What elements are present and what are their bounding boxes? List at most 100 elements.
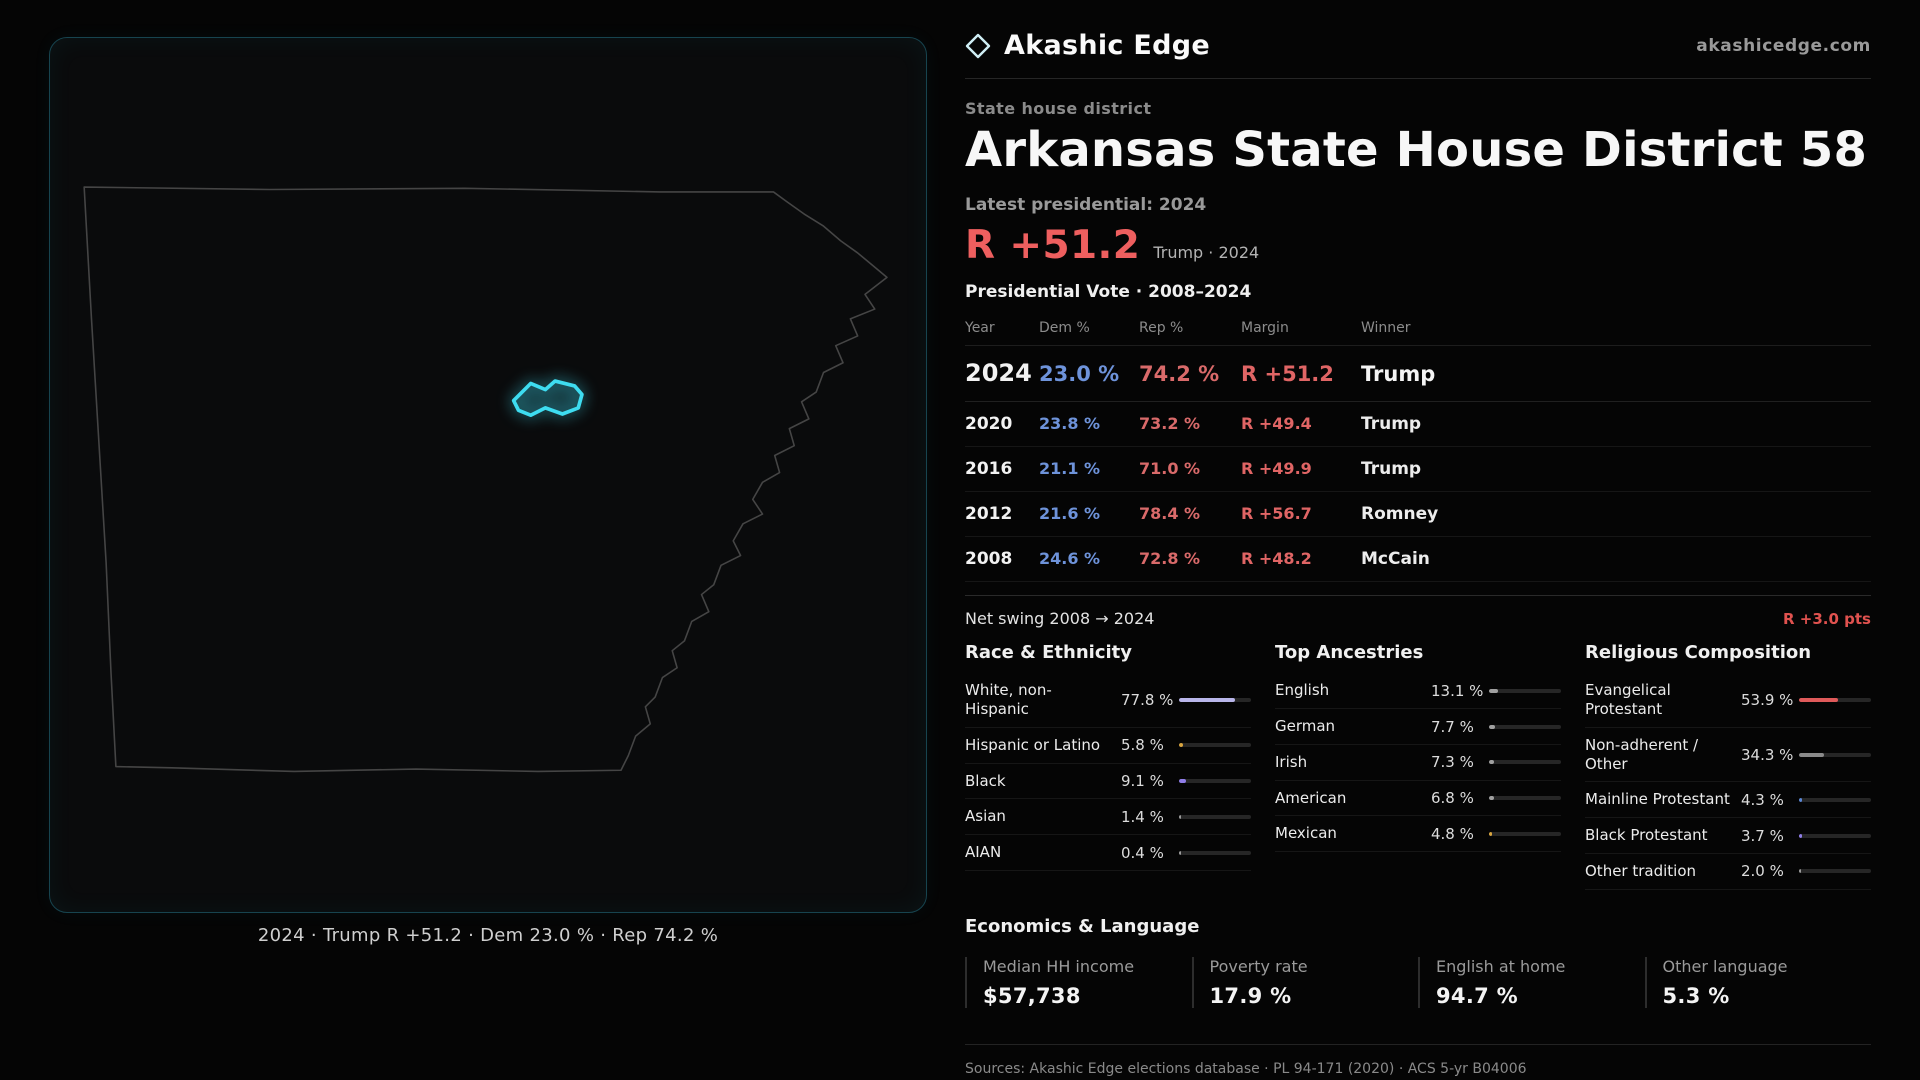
demo-value: 6.8 %: [1431, 789, 1474, 808]
demo-label: AIAN: [965, 843, 1002, 862]
cell-dem: 21.6 %: [1039, 504, 1101, 524]
col-dem: Dem %: [1039, 320, 1090, 337]
brand-header: Akashic Edge akashicedge.com: [965, 30, 1871, 79]
presidential-vote-table: Year Dem % Rep % Margin Winner 2024 23.0…: [965, 312, 1871, 583]
col-margin: Margin: [1241, 320, 1289, 337]
demo-value: 7.7 %: [1431, 717, 1474, 736]
cell-rep: 74.2 %: [1139, 362, 1220, 387]
table-row: 2012 21.6 % 78.4 % R +56.7 Romney: [965, 492, 1871, 538]
demo-label: Non-adherent / Other: [1585, 735, 1699, 773]
race-ethnicity-column: Race & Ethnicity White, non-Hispanic 77.…: [965, 642, 1251, 889]
demo-bar-fill: [1799, 698, 1838, 703]
demo-bar: [1179, 814, 1251, 819]
table-header-row: Year Dem % Rep % Margin Winner: [965, 312, 1871, 347]
cell-margin: R +49.4: [1241, 414, 1312, 434]
demo-label: Mainline Protestant: [1585, 790, 1730, 809]
demo-label: Mexican: [1275, 824, 1337, 843]
cell-margin: R +49.9: [1241, 459, 1312, 479]
demo-bar: [1489, 831, 1561, 836]
cell-dem: 21.1 %: [1039, 459, 1101, 479]
demo-row: Asian 1.4 %: [965, 799, 1251, 836]
map-panel: [49, 37, 927, 913]
section-title: Race & Ethnicity: [965, 642, 1132, 664]
cell-dem: 23.0 %: [1039, 362, 1120, 387]
demographics-section: Race & Ethnicity White, non-Hispanic 77.…: [965, 642, 1871, 890]
economics-title: Economics & Language: [965, 915, 1200, 937]
demo-bar-fill: [1799, 797, 1803, 802]
demo-bar-fill: [1799, 833, 1802, 838]
cell-rep: 73.2 %: [1139, 414, 1201, 434]
cell-winner: Trump: [1361, 414, 1422, 435]
section-title: Religious Composition: [1585, 642, 1812, 664]
demo-bar: [1799, 752, 1871, 757]
table-row: 2008 24.6 % 72.8 % R +48.2 McCain: [965, 537, 1871, 583]
stat-english-at-home: English at home 94.7 %: [1418, 956, 1645, 1008]
demo-bar: [1489, 724, 1561, 729]
demo-value: 2.0 %: [1741, 862, 1784, 881]
brand-name: Akashic Edge: [1004, 30, 1211, 61]
demo-bar-fill: [1489, 760, 1495, 765]
headline-margin: R +51.2 Trump · 2024: [965, 223, 1871, 268]
demo-row: Black Protestant 3.7 %: [1585, 818, 1871, 854]
divider: [965, 1043, 1871, 1045]
demo-bar-fill: [1489, 796, 1494, 801]
demo-bar-fill: [1179, 814, 1181, 819]
demo-row: Mainline Protestant 4.3 %: [1585, 782, 1871, 819]
ancestries-column: Top Ancestries English 13.1 % German 7.7…: [1275, 642, 1561, 889]
stat-value: 94.7 %: [1436, 983, 1518, 1008]
demo-value: 34.3 %: [1741, 745, 1794, 764]
demo-row: Mexican 4.8 %: [1275, 816, 1561, 853]
demo-value: 5.8 %: [1121, 736, 1164, 755]
cell-rep: 71.0 %: [1139, 459, 1201, 479]
demo-bar-fill: [1179, 698, 1236, 703]
cell-winner: Romney: [1361, 504, 1439, 525]
demo-bar-fill: [1489, 724, 1495, 729]
detail-panel: Akashic Edge akashicedge.com State house…: [965, 30, 1871, 1080]
demo-bar-fill: [1489, 688, 1499, 693]
demo-row: Hispanic or Latino 5.8 %: [965, 728, 1251, 764]
cell-margin: R +56.7: [1241, 504, 1312, 524]
col-rep: Rep %: [1139, 320, 1184, 337]
demo-label: American: [1275, 788, 1347, 807]
col-winner: Winner: [1361, 320, 1411, 337]
demo-value: 4.8 %: [1431, 824, 1474, 843]
demo-bar: [1799, 833, 1871, 838]
demo-bar: [1489, 688, 1561, 693]
table-row: 2020 23.8 % 73.2 % R +49.4 Trump: [965, 402, 1871, 448]
demo-bar-fill: [1179, 779, 1186, 784]
map-caption: 2024 · Trump R +51.2 · Dem 23.0 % · Rep …: [257, 925, 719, 946]
demo-bar-fill: [1489, 831, 1493, 836]
cell-rep: 72.8 %: [1139, 549, 1201, 569]
stat-label: English at home: [1436, 956, 1566, 976]
diamond-logo-icon: [965, 33, 991, 59]
demo-row: Other tradition 2.0 %: [1585, 854, 1871, 890]
state-outline: [83, 186, 888, 773]
demo-bar: [1799, 869, 1871, 874]
highlighted-district[interactable]: [511, 379, 584, 418]
stat-median-hh-income: Median HH income $57,738: [965, 956, 1192, 1008]
demo-label: Hispanic or Latino: [965, 735, 1101, 754]
demo-bar-fill: [1179, 850, 1181, 855]
cell-margin: R +51.2: [1241, 362, 1334, 387]
demo-bar: [1799, 698, 1871, 703]
demo-row: Irish 7.3 %: [1275, 745, 1561, 781]
demo-value: 1.4 %: [1121, 807, 1164, 826]
page-title: Arkansas State House District 58: [965, 122, 1868, 178]
stat-other-language: Other language 5.3 %: [1644, 956, 1872, 1008]
margin-value: R +51.2: [965, 223, 1141, 269]
cell-dem: 23.8 %: [1039, 414, 1101, 434]
stat-label: Median HH income: [983, 956, 1135, 976]
table-title: Presidential Vote · 2008–2024: [965, 282, 1252, 303]
demo-bar-fill: [1799, 869, 1801, 874]
brand-site-link[interactable]: akashicedge.com: [1696, 35, 1871, 56]
stat-value: 5.3 %: [1662, 983, 1730, 1008]
net-swing-label: Net swing 2008 → 2024: [965, 609, 1155, 629]
cell-year: 2012: [965, 504, 1013, 525]
demo-bar: [1489, 760, 1561, 765]
table-row: 2024 23.0 % 74.2 % R +51.2 Trump: [965, 346, 1871, 403]
demo-bar: [1179, 779, 1251, 784]
religion-column: Religious Composition Evangelical Protes…: [1585, 642, 1871, 890]
demo-bar-fill: [1179, 743, 1184, 748]
table-row: 2016 21.1 % 71.0 % R +49.9 Trump: [965, 447, 1871, 493]
cell-dem: 24.6 %: [1039, 549, 1101, 569]
